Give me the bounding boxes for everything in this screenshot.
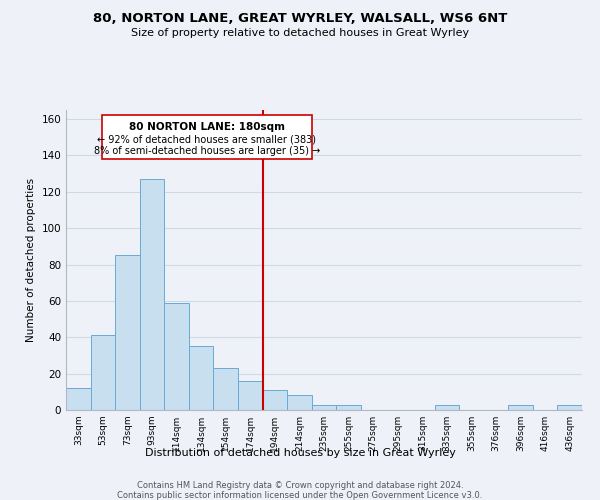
Y-axis label: Number of detached properties: Number of detached properties [26, 178, 36, 342]
Bar [434, 404, 459, 410]
Bar [115, 256, 140, 410]
Text: Contains public sector information licensed under the Open Government Licence v3: Contains public sector information licen… [118, 491, 482, 500]
Bar [91, 336, 115, 410]
Bar [140, 179, 164, 410]
FancyBboxPatch shape [101, 116, 312, 159]
Text: 80, NORTON LANE, GREAT WYRLEY, WALSALL, WS6 6NT: 80, NORTON LANE, GREAT WYRLEY, WALSALL, … [93, 12, 507, 26]
Bar [287, 396, 312, 410]
Bar [189, 346, 214, 410]
Bar [557, 404, 582, 410]
Text: 8% of semi-detached houses are larger (35) →: 8% of semi-detached houses are larger (3… [94, 146, 320, 156]
Bar [312, 404, 336, 410]
Text: Size of property relative to detached houses in Great Wyrley: Size of property relative to detached ho… [131, 28, 469, 38]
Text: 80 NORTON LANE: 180sqm: 80 NORTON LANE: 180sqm [128, 122, 284, 132]
Text: ← 92% of detached houses are smaller (383): ← 92% of detached houses are smaller (38… [97, 134, 316, 144]
Bar [66, 388, 91, 410]
Bar [214, 368, 238, 410]
Text: Distribution of detached houses by size in Great Wyrley: Distribution of detached houses by size … [145, 448, 455, 458]
Bar [336, 404, 361, 410]
Bar [164, 302, 189, 410]
Bar [508, 404, 533, 410]
Bar [238, 381, 263, 410]
Bar [263, 390, 287, 410]
Text: Contains HM Land Registry data © Crown copyright and database right 2024.: Contains HM Land Registry data © Crown c… [137, 481, 463, 490]
